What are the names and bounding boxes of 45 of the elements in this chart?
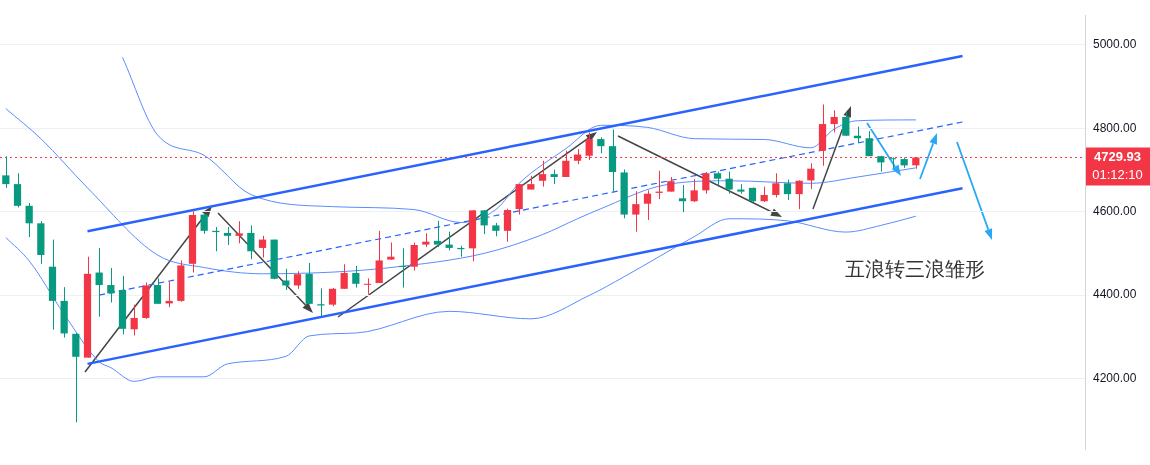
candlestick (107, 267, 115, 304)
candlestick (678, 184, 687, 213)
candlestick (783, 179, 792, 201)
candlestick (340, 263, 348, 290)
candlestick (643, 189, 652, 221)
candlestick (72, 332, 80, 423)
candlestick (690, 178, 698, 203)
y-tick-label: 4200.00 (1093, 370, 1137, 385)
y-tick-label: 4800.00 (1093, 120, 1137, 135)
candlestick (247, 224, 255, 260)
candlestick (375, 230, 383, 284)
candlestick (95, 247, 103, 318)
candlestick (25, 202, 33, 238)
candlestick (13, 172, 22, 208)
candlestick (632, 190, 640, 233)
candlestick (480, 209, 488, 235)
ref-line-label: 4729.93 (1094, 149, 1141, 165)
candlestick (433, 220, 442, 248)
line-series (122, 56, 917, 223)
y-tick-label: 4400.00 (1093, 287, 1137, 302)
candlestick (352, 265, 360, 289)
candlestick (2, 155, 10, 189)
candlestick (538, 160, 547, 188)
candlestick (795, 179, 803, 210)
candlestick (888, 156, 897, 169)
text: 01:12:10 (1092, 167, 1143, 183)
candlestick (363, 277, 372, 295)
candlestick (702, 171, 710, 195)
candlestick (772, 172, 780, 198)
candlestick (235, 220, 243, 244)
candlestick (258, 235, 267, 259)
candlestick (503, 208, 512, 243)
candlestick (830, 109, 838, 133)
candlestick (725, 171, 733, 195)
candlestick (130, 304, 138, 337)
candlestick (865, 130, 873, 157)
y-tick-label: 5000.00 (1093, 37, 1137, 52)
candlestick (410, 242, 418, 271)
candlestick (328, 287, 337, 307)
candlestick (398, 247, 407, 289)
candlestick (807, 162, 815, 190)
candlestick (153, 277, 162, 305)
y-tick-label: 4600.00 (1093, 203, 1137, 218)
annotation: 五浪转三浪雏形 (845, 257, 985, 282)
candlestick (282, 268, 290, 291)
